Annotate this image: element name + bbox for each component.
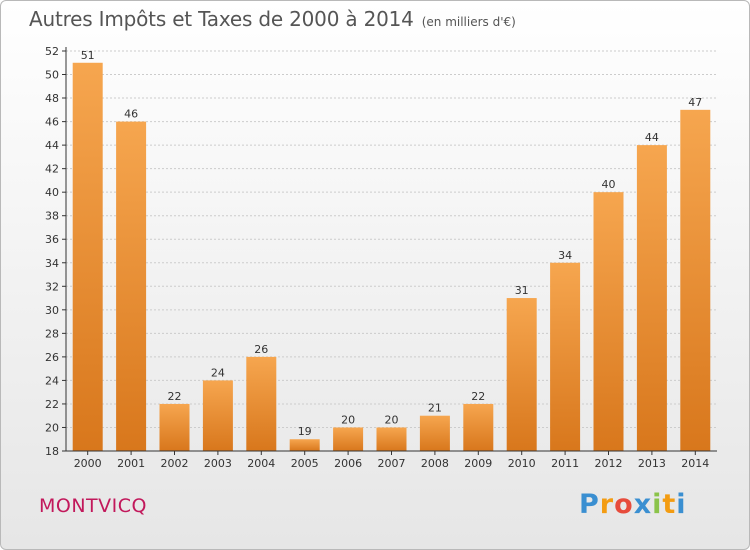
logo-letter: x [633,489,653,520]
x-tick-label: 2007 [378,457,406,470]
data-label: 40 [602,178,616,191]
data-labels: 51 46 22 24 26 19 20 20 21 22 31 34 40 44 47 [81,49,703,438]
x-tick-label: 2005 [291,457,319,470]
bar [550,262,581,451]
data-label: 34 [558,249,572,262]
commune-name: MONTVICQ [39,495,147,517]
y-tick-label: 32 [45,280,59,293]
y-tick-label: 42 [45,163,59,176]
y-tick-label: 24 [45,374,59,387]
data-label: 20 [341,413,355,426]
bars [72,62,711,452]
x-tick-label: 2001 [117,457,145,470]
bar [116,121,147,452]
logo-letter: i [652,489,663,520]
y-tick-label: 18 [45,445,59,458]
data-label: 22 [168,390,182,403]
y-tick-label: 26 [45,351,59,364]
x-tick-label: 2011 [551,457,579,470]
data-label: 47 [688,96,702,109]
axes: 18 20 22 24 26 28 30 32 34 36 38 40 42 44 46 48 50 52 2000… [45,45,717,470]
y-tick-label: 38 [45,210,59,223]
y-tick-label: 30 [45,304,59,317]
data-label: 24 [211,366,225,379]
y-tick-label: 44 [45,139,59,152]
bar [202,380,233,451]
data-label: 19 [298,425,312,438]
bar [419,415,450,451]
data-label: 26 [254,343,268,356]
x-tick-label: 2003 [204,457,232,470]
y-tick-label: 22 [45,398,59,411]
data-label: 51 [81,49,95,62]
x-tick-label: 2000 [74,457,102,470]
y-tick-label: 52 [45,45,59,58]
x-tick-label: 2009 [464,457,492,470]
data-label: 22 [471,390,485,403]
x-tick-label: 2014 [681,457,709,470]
bar [506,298,537,451]
bar [463,403,494,451]
data-label: 46 [124,108,138,121]
chart-title: Autres Impôts et Taxes de 2000 à 2014 [29,7,414,31]
y-tick-label: 28 [45,327,59,340]
logo-letter: t [662,489,677,520]
y-tick-label: 20 [45,421,59,434]
x-tick-label: 2010 [508,457,536,470]
bar [246,356,277,451]
x-tick-label: 2006 [334,457,362,470]
y-tick-label: 34 [45,257,59,270]
chart-title-block: Autres Impôts et Taxes de 2000 à 2014 (en… [29,7,516,31]
logo-letter: P [579,489,600,520]
x-tick-label: 2013 [638,457,666,470]
y-tick-label: 36 [45,233,59,246]
chart-subtitle: (en milliers d'€) [421,15,516,29]
y-tick-label: 46 [45,116,59,129]
bar [593,192,624,452]
logo-letter: r [599,489,615,520]
data-label: 44 [645,131,659,144]
data-label: 21 [428,402,442,415]
data-label: 20 [385,413,399,426]
bar [289,439,320,451]
bar [376,427,407,451]
logo-letter: o [614,489,634,520]
bar [159,403,190,451]
bar [72,62,103,451]
y-tick-label: 50 [45,69,59,82]
x-tick-label: 2012 [595,457,623,470]
x-tick-label: 2008 [421,457,449,470]
bar [636,145,667,451]
x-tick-label: 2002 [161,457,189,470]
bar [333,427,364,451]
data-label: 31 [515,284,529,297]
x-tick-label: 2004 [247,457,275,470]
y-tick-label: 40 [45,186,59,199]
y-tick-label: 48 [45,92,59,105]
logo-letter: i [676,489,687,520]
bar [680,109,711,451]
proxiti-logo: Proxiti [579,489,687,520]
